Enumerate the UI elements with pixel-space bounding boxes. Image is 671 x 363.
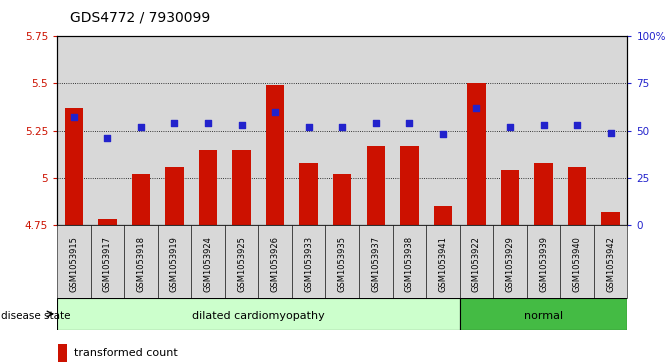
Point bbox=[102, 135, 113, 141]
Bar bbox=[124, 225, 158, 298]
Text: GSM1053929: GSM1053929 bbox=[505, 236, 515, 292]
Text: GSM1053933: GSM1053933 bbox=[304, 236, 313, 292]
Bar bbox=[258, 225, 292, 298]
Bar bbox=[292, 36, 325, 225]
Point bbox=[270, 109, 280, 115]
Point bbox=[505, 124, 515, 130]
Bar bbox=[258, 36, 292, 225]
Text: GSM1053926: GSM1053926 bbox=[270, 236, 280, 292]
Bar bbox=[594, 36, 627, 225]
Bar bbox=[91, 36, 124, 225]
Bar bbox=[57, 298, 460, 330]
Text: disease state: disease state bbox=[1, 311, 70, 321]
Point bbox=[136, 124, 146, 130]
Point bbox=[471, 105, 482, 111]
Bar bbox=[266, 85, 285, 225]
Bar bbox=[299, 163, 318, 225]
Text: GSM1053915: GSM1053915 bbox=[69, 236, 79, 292]
Text: normal: normal bbox=[524, 311, 563, 321]
Bar bbox=[560, 225, 594, 298]
Text: transformed count: transformed count bbox=[74, 348, 178, 358]
Point bbox=[370, 120, 381, 126]
Bar bbox=[568, 167, 586, 225]
Text: GSM1053922: GSM1053922 bbox=[472, 236, 481, 292]
Bar bbox=[359, 225, 393, 298]
Bar bbox=[225, 225, 258, 298]
Bar bbox=[393, 225, 426, 298]
Bar bbox=[426, 225, 460, 298]
Bar bbox=[601, 212, 620, 225]
Text: GSM1053925: GSM1053925 bbox=[237, 236, 246, 292]
Text: GSM1053917: GSM1053917 bbox=[103, 236, 112, 292]
Point bbox=[404, 120, 415, 126]
Bar bbox=[165, 167, 184, 225]
Bar bbox=[400, 146, 419, 225]
Bar bbox=[393, 36, 426, 225]
Bar bbox=[124, 36, 158, 225]
Point bbox=[303, 124, 314, 130]
Bar bbox=[426, 36, 460, 225]
Bar bbox=[460, 36, 493, 225]
Bar bbox=[58, 344, 67, 362]
Bar bbox=[57, 36, 91, 225]
Bar bbox=[501, 170, 519, 225]
Text: GSM1053919: GSM1053919 bbox=[170, 236, 179, 292]
Bar bbox=[527, 225, 560, 298]
Text: GDS4772 / 7930099: GDS4772 / 7930099 bbox=[70, 11, 211, 25]
Bar bbox=[333, 174, 352, 225]
Point bbox=[437, 131, 448, 137]
Bar bbox=[232, 150, 251, 225]
Text: dilated cardiomyopathy: dilated cardiomyopathy bbox=[192, 311, 325, 321]
Point bbox=[605, 130, 616, 135]
Point bbox=[538, 122, 549, 128]
Bar bbox=[460, 298, 627, 330]
Text: GSM1053918: GSM1053918 bbox=[136, 236, 146, 292]
Bar bbox=[359, 36, 393, 225]
Bar bbox=[325, 225, 359, 298]
Bar bbox=[433, 206, 452, 225]
Text: GSM1053941: GSM1053941 bbox=[438, 236, 448, 292]
Bar bbox=[158, 36, 191, 225]
Point bbox=[337, 124, 348, 130]
Bar bbox=[191, 225, 225, 298]
Bar bbox=[191, 36, 225, 225]
Bar bbox=[366, 146, 385, 225]
Bar bbox=[594, 225, 627, 298]
Bar bbox=[225, 36, 258, 225]
Point bbox=[236, 122, 247, 128]
Bar bbox=[64, 108, 83, 225]
Point bbox=[68, 115, 79, 121]
Point bbox=[169, 120, 180, 126]
Bar bbox=[460, 225, 493, 298]
Bar bbox=[325, 36, 359, 225]
Bar bbox=[467, 83, 486, 225]
Bar bbox=[493, 36, 527, 225]
Point bbox=[572, 122, 582, 128]
Bar bbox=[57, 225, 91, 298]
Text: GSM1053940: GSM1053940 bbox=[572, 236, 582, 292]
Text: GSM1053939: GSM1053939 bbox=[539, 236, 548, 292]
Bar bbox=[132, 174, 150, 225]
Text: GSM1053942: GSM1053942 bbox=[606, 236, 615, 292]
Bar bbox=[199, 150, 217, 225]
Point bbox=[203, 120, 213, 126]
Bar bbox=[292, 225, 325, 298]
Bar bbox=[527, 36, 560, 225]
Bar bbox=[493, 225, 527, 298]
Bar bbox=[560, 36, 594, 225]
Text: GSM1053924: GSM1053924 bbox=[203, 236, 213, 292]
Text: GSM1053935: GSM1053935 bbox=[338, 236, 347, 292]
Bar bbox=[91, 225, 124, 298]
Text: GSM1053937: GSM1053937 bbox=[371, 236, 380, 292]
Bar bbox=[158, 225, 191, 298]
Bar bbox=[98, 219, 117, 225]
Bar bbox=[534, 163, 553, 225]
Text: GSM1053938: GSM1053938 bbox=[405, 236, 414, 292]
